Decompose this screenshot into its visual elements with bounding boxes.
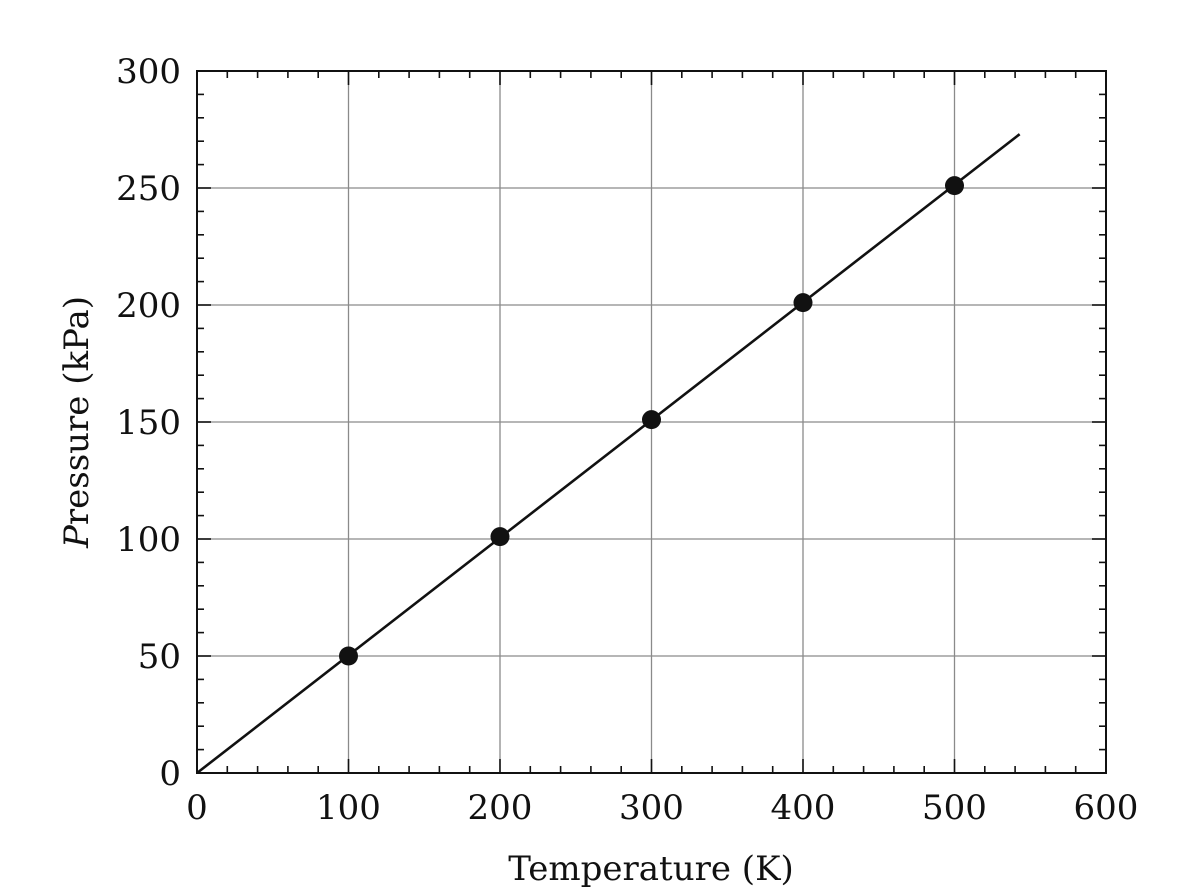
- x-axis-label: Temperature (K): [508, 849, 793, 889]
- x-tick-label: 100: [316, 788, 381, 828]
- x-tick-label: 500: [922, 788, 987, 828]
- x-tick-label: 400: [771, 788, 836, 828]
- x-tick-label: 200: [468, 788, 533, 828]
- fit-line-layer: [196, 133, 1021, 775]
- x-tick-label: 300: [619, 788, 684, 828]
- y-tick-label: 300: [116, 52, 181, 92]
- data-point: [793, 293, 813, 313]
- y-axis-label-italic: P: [57, 524, 97, 549]
- y-tick-label: 150: [116, 403, 181, 443]
- y-tick-label: 0: [159, 754, 181, 794]
- x-tick-label: 600: [1074, 788, 1139, 828]
- data-point: [642, 410, 661, 430]
- data-point: [945, 176, 964, 196]
- axis-ticks: [196, 70, 1107, 774]
- y-tick-label: 200: [116, 286, 181, 326]
- y-tick-label: 100: [116, 520, 181, 560]
- y-axis-label: Pressure (kPa): [57, 296, 97, 549]
- y-tick-label: 250: [116, 169, 181, 209]
- y-axis-label-rest: ressure (kPa): [57, 296, 97, 525]
- x-tick-label: 0: [186, 788, 208, 828]
- y-tick-labels: 0 50 100 150 200 250 300: [116, 52, 181, 794]
- plot-frame: [196, 70, 1107, 774]
- data-point: [490, 527, 510, 547]
- x-tick-labels: 0 100 200 300 400 500 600: [186, 788, 1138, 828]
- fit-line: [196, 133, 1021, 775]
- data-points: [339, 176, 964, 666]
- y-tick-label: 50: [138, 637, 181, 677]
- data-point: [339, 646, 358, 666]
